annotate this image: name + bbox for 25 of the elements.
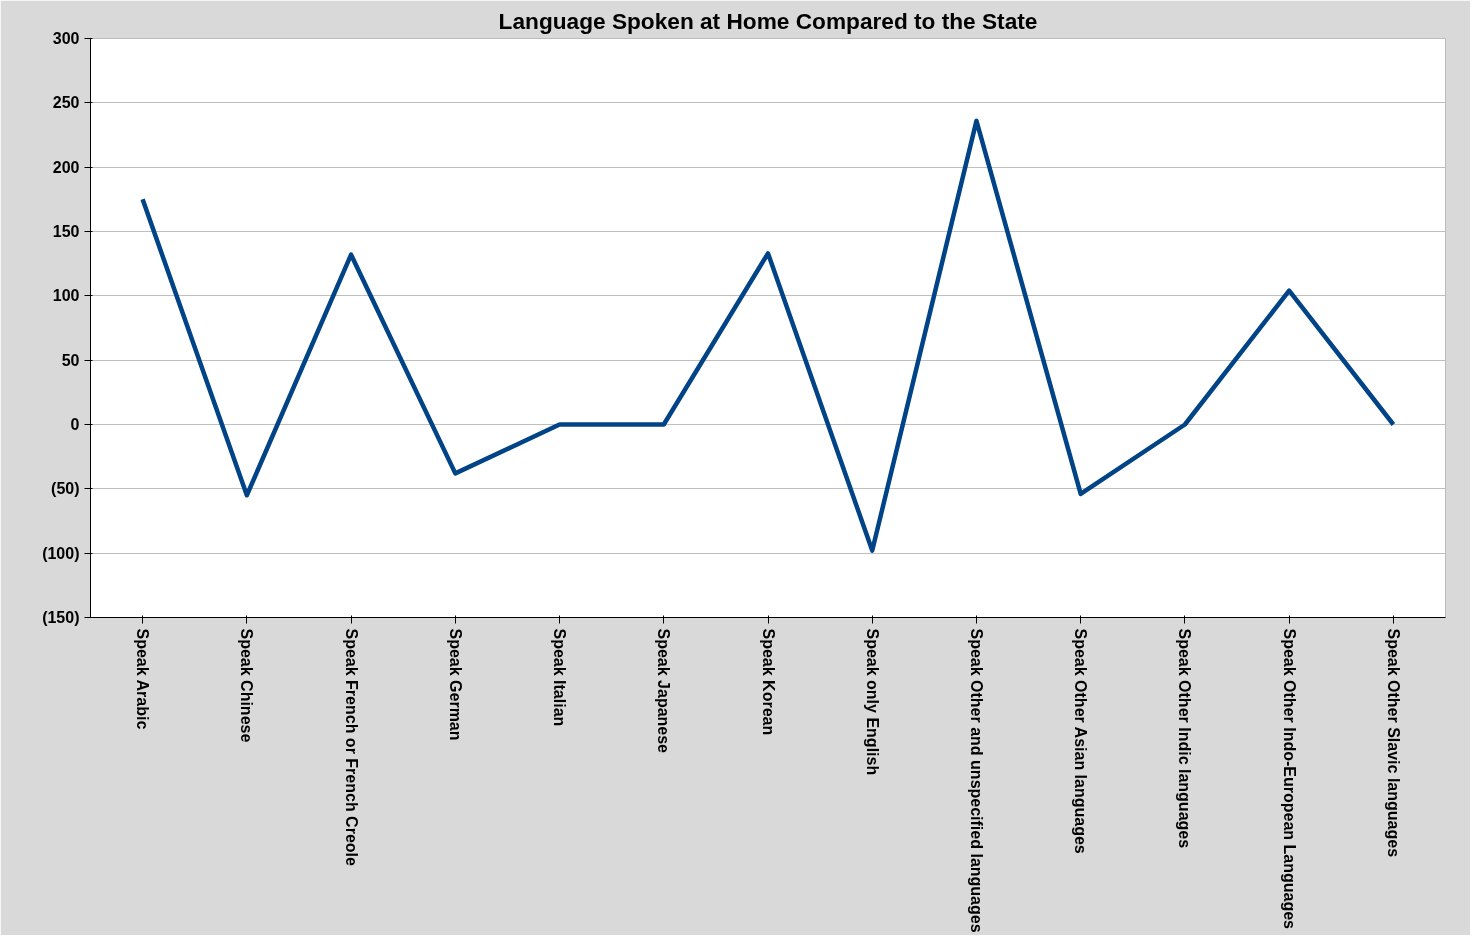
y-tick-label: 200 <box>52 158 80 176</box>
y-tick-label: 150 <box>52 223 80 240</box>
x-tick-label: Speak Other Indo-European Languages <box>1280 628 1298 930</box>
x-tick-label: Speak Arabic <box>134 628 152 730</box>
x-tick-label: Speak Other and unspecified languages <box>967 628 985 933</box>
y-tick-label: (100) <box>42 544 80 562</box>
x-tick-label: Speak Japanese <box>655 628 673 754</box>
y-tick-label: (150) <box>42 609 80 626</box>
x-tick-label: Speak German <box>446 628 464 741</box>
x-tick-label: Speak only English <box>863 628 881 776</box>
chart-title: Language Spoken at Home Compared to the State <box>498 7 1038 34</box>
x-tick-label: Speak Other Asian languages <box>1072 628 1090 854</box>
line-series <box>140 118 1396 553</box>
x-tick-label: Speak Other Indic languages <box>1176 628 1194 849</box>
x-tick-label: Speak French or French Creole <box>342 628 360 867</box>
x-tick-label: Speak Chinese <box>238 628 256 743</box>
y-tick-label: 0 <box>70 416 80 433</box>
x-tick-label: Speak Italian <box>551 628 569 727</box>
y-tick-label: 100 <box>52 287 80 305</box>
y-tick-label: 250 <box>52 94 80 112</box>
x-tick-label: Speak Korean <box>759 628 777 736</box>
y-tick-label: 50 <box>61 351 80 369</box>
x-tick-label: Speak Other Slavic languages <box>1384 628 1402 858</box>
y-tick-label: (50) <box>51 480 80 498</box>
y-tick-label: 300 <box>52 30 80 47</box>
